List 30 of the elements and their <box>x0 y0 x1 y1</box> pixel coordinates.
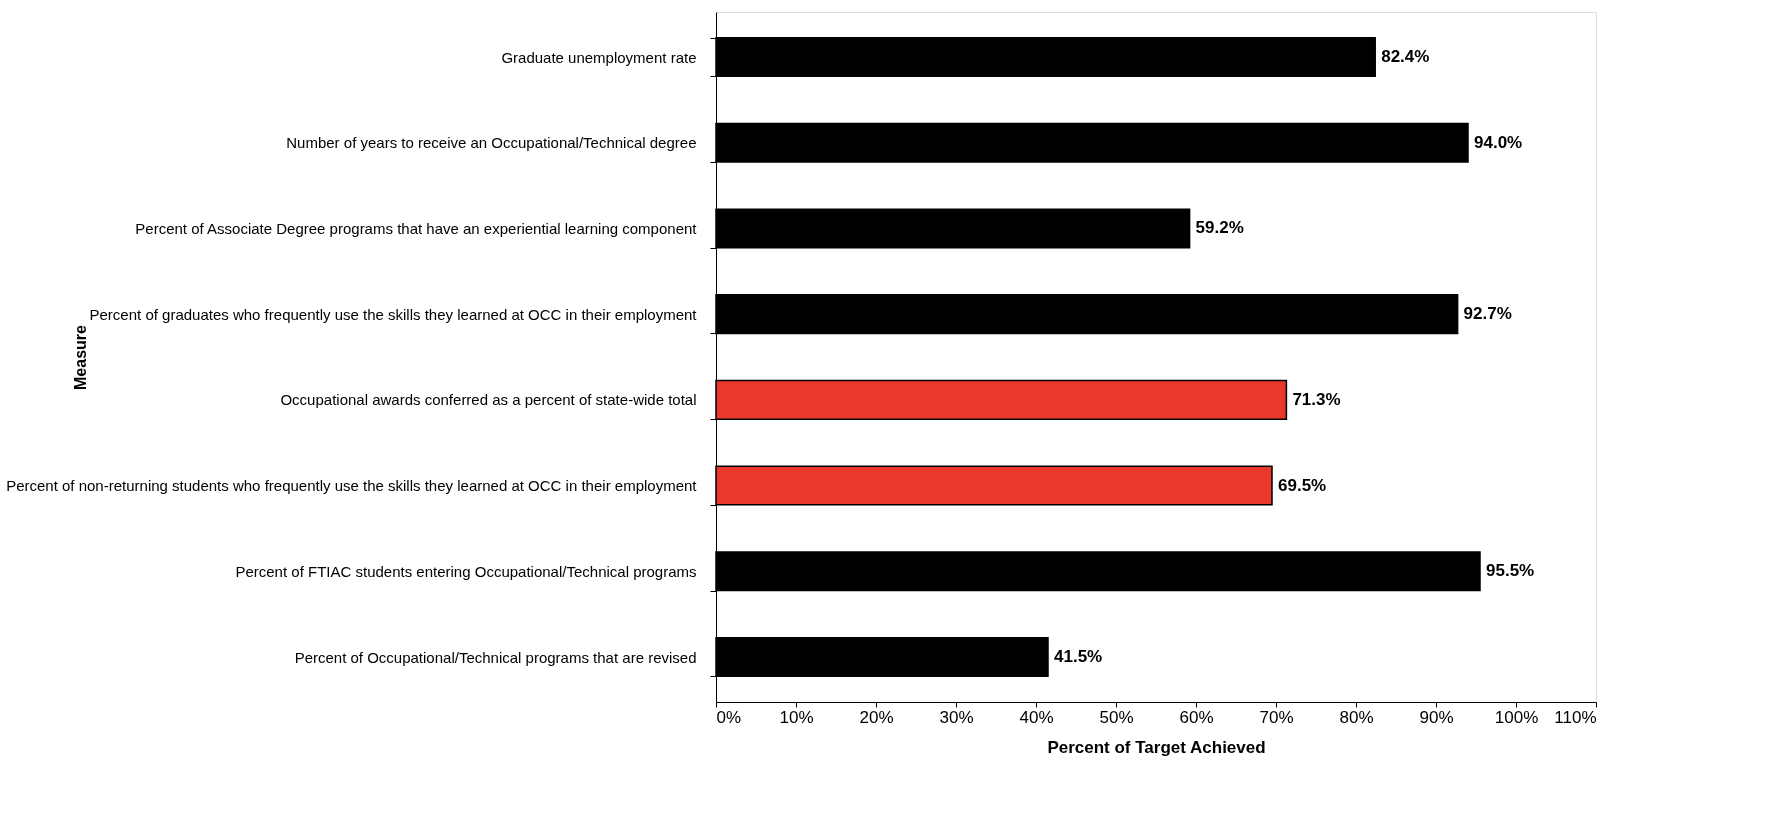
x-tick-label: 0% <box>716 707 742 727</box>
y-tick-label: Percent of FTIAC students entering Occupational/Technical programs <box>235 562 697 580</box>
y-tick-label: Percent of Associate Degree programs that have an experiential learning component <box>135 219 698 237</box>
y-tick-label: Percent of non-returning students who frequently use the skills they learned at OCC in their employment <box>6 477 698 495</box>
x-tick-label: 10% <box>779 707 814 727</box>
data-label: 59.2% <box>1195 218 1244 238</box>
data-label: 71.3% <box>1292 389 1341 409</box>
y-tick-label: Number of years to receive an Occupational/Technical degree <box>286 134 697 152</box>
data-label: 41.5% <box>1054 647 1103 666</box>
data-label: 69.5% <box>1278 475 1327 495</box>
y-tick-label: Percent of graduates who frequently use the skills they learned at OCC in their employment <box>89 305 698 323</box>
x-tick-label: 100% <box>1494 707 1539 727</box>
data-label: 95.5% <box>1486 561 1535 581</box>
y-tick-label: Occupational awards conferred as a percent of state-wide total <box>280 391 697 409</box>
x-axis-title: Percent of Target Achieved <box>1047 737 1266 757</box>
x-tick-label: 60% <box>1179 707 1214 727</box>
data-label: 82.4% <box>1381 47 1430 66</box>
y-tick-label: Percent of Occupational/Technical programs that are revised <box>294 648 697 666</box>
y-tick-label: Graduate unemployment rate <box>501 48 697 66</box>
x-tick-label: 50% <box>1099 707 1134 727</box>
x-tick-label: 110% <box>1554 707 1597 727</box>
x-tick-label: 90% <box>1419 707 1454 727</box>
x-tick-label: 70% <box>1259 707 1294 727</box>
x-tick-label: 20% <box>859 707 894 727</box>
y-axis-title: Measure <box>71 324 89 390</box>
data-label: 94.0% <box>1474 132 1523 152</box>
x-tick-label: 40% <box>1019 707 1054 727</box>
x-tick-label: 30% <box>939 707 974 727</box>
x-tick-label: 80% <box>1339 707 1374 727</box>
data-label: 92.7% <box>1463 304 1512 324</box>
